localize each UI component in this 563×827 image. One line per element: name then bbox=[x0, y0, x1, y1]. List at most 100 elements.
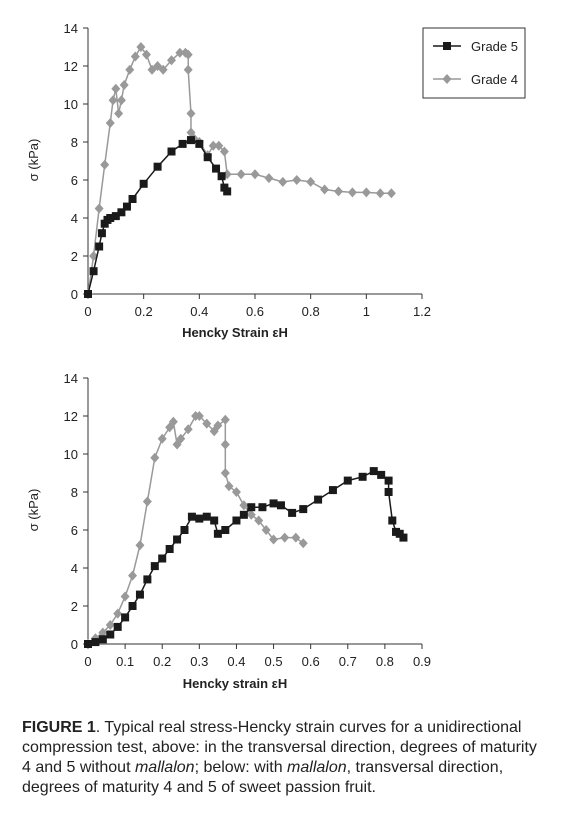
y-tick-label: 12 bbox=[64, 409, 78, 424]
data-point bbox=[84, 640, 92, 648]
data-point bbox=[183, 64, 193, 75]
x-tick-label: 0.5 bbox=[265, 654, 283, 669]
y-tick-label: 8 bbox=[71, 135, 78, 150]
data-point bbox=[195, 514, 204, 523]
data-point bbox=[139, 179, 148, 188]
data-point bbox=[183, 424, 193, 435]
data-point bbox=[180, 526, 189, 534]
series-line bbox=[87, 470, 404, 645]
data-point bbox=[214, 140, 224, 151]
x-tick-label: 0.4 bbox=[227, 654, 245, 669]
data-point bbox=[247, 503, 256, 512]
caption-text-3: , transversal direction, degrees of matu… bbox=[22, 759, 504, 796]
data-point bbox=[224, 481, 234, 492]
chart-2: 0 2 4 6 8 10 12 14 0 0.1 0.2 0.3 0.4 0.5 0.6 0.7 0.8 0.9 σ… bbox=[26, 371, 431, 691]
data-point bbox=[203, 153, 212, 162]
series-line bbox=[87, 139, 228, 295]
data-point bbox=[347, 187, 357, 198]
data-point bbox=[278, 176, 288, 187]
data-point bbox=[377, 470, 386, 479]
y-tick-label: 14 bbox=[64, 21, 78, 36]
data-point bbox=[167, 55, 176, 66]
data-point bbox=[258, 503, 267, 512]
y-tick-label: 10 bbox=[64, 97, 78, 112]
data-point bbox=[183, 49, 193, 60]
data-point bbox=[299, 505, 308, 514]
data-point bbox=[111, 212, 120, 221]
data-point bbox=[292, 175, 302, 185]
x-tick-label: 0.7 bbox=[339, 654, 357, 669]
data-point bbox=[128, 570, 138, 581]
data-point bbox=[98, 627, 108, 638]
data-point bbox=[358, 472, 367, 481]
data-point bbox=[194, 411, 204, 421]
data-point bbox=[135, 540, 145, 551]
x-tick-label: 0.9 bbox=[413, 654, 431, 669]
data-point bbox=[288, 508, 297, 517]
series-grade-5 bbox=[84, 467, 408, 648]
data-point bbox=[158, 64, 168, 75]
x-tick-label: 0 bbox=[84, 304, 91, 319]
y-axis-title: σ (kPa) bbox=[26, 139, 41, 182]
data-point bbox=[320, 184, 330, 195]
series-grade-4 bbox=[83, 42, 396, 299]
y-tick-label: 4 bbox=[71, 561, 78, 576]
x-tick-label: 0 bbox=[84, 654, 91, 669]
data-point bbox=[250, 169, 260, 180]
x-tick-label: 0.2 bbox=[135, 304, 153, 319]
caption-italic-2: mallalon bbox=[287, 759, 347, 776]
data-point bbox=[213, 529, 222, 538]
data-point bbox=[150, 562, 159, 571]
data-point bbox=[399, 533, 408, 542]
data-point bbox=[306, 176, 316, 187]
x-tick-label: 0.6 bbox=[246, 304, 264, 319]
data-point bbox=[113, 608, 123, 619]
data-point bbox=[178, 139, 187, 148]
data-point bbox=[135, 590, 144, 599]
data-point bbox=[173, 535, 182, 544]
data-point bbox=[280, 532, 290, 543]
data-point bbox=[298, 538, 308, 549]
data-point bbox=[375, 188, 385, 199]
data-point bbox=[369, 467, 378, 476]
caption-italic-1: mallalon bbox=[134, 759, 195, 776]
legend-label: Grade 4 bbox=[471, 72, 518, 87]
legend-box bbox=[422, 27, 526, 99]
data-point bbox=[175, 47, 185, 58]
data-point bbox=[202, 512, 211, 521]
data-point bbox=[269, 534, 279, 545]
x-tick-label: 1 bbox=[363, 304, 370, 319]
data-point bbox=[220, 468, 230, 478]
data-point bbox=[106, 630, 115, 639]
data-point bbox=[130, 51, 140, 62]
figure-charts: 0 2 4 6 8 10 12 14 0 0.2 0.4 0.6 0.8 1 1.2 σ (kPa) Henck… bbox=[26, 21, 526, 691]
data-point bbox=[314, 495, 323, 504]
y-tick-label: 6 bbox=[71, 173, 78, 188]
data-point bbox=[94, 203, 104, 214]
data-point bbox=[186, 136, 195, 145]
legend: Grade 5 Grade 4 bbox=[422, 27, 526, 99]
y-tick-label: 2 bbox=[71, 599, 78, 614]
data-point bbox=[276, 501, 285, 510]
data-point bbox=[98, 635, 107, 644]
y-tick-label: 0 bbox=[71, 287, 78, 302]
data-point bbox=[261, 525, 271, 535]
data-point bbox=[343, 476, 352, 485]
data-point bbox=[176, 433, 186, 444]
x-tick-label: 1.2 bbox=[413, 304, 431, 319]
data-point bbox=[187, 512, 196, 521]
y-tick-label: 4 bbox=[71, 211, 78, 226]
data-point bbox=[150, 452, 160, 463]
data-point bbox=[153, 162, 162, 171]
x-tick-label: 0.3 bbox=[190, 654, 208, 669]
data-point bbox=[264, 173, 274, 184]
data-point bbox=[246, 509, 256, 520]
series-line bbox=[87, 415, 304, 645]
series-line bbox=[87, 45, 392, 295]
data-point bbox=[105, 118, 115, 128]
data-point bbox=[128, 602, 137, 610]
data-point bbox=[212, 164, 221, 173]
legend-label: Grade 5 bbox=[471, 39, 518, 54]
x-tick-label: 0.8 bbox=[302, 304, 320, 319]
data-point bbox=[136, 42, 146, 52]
